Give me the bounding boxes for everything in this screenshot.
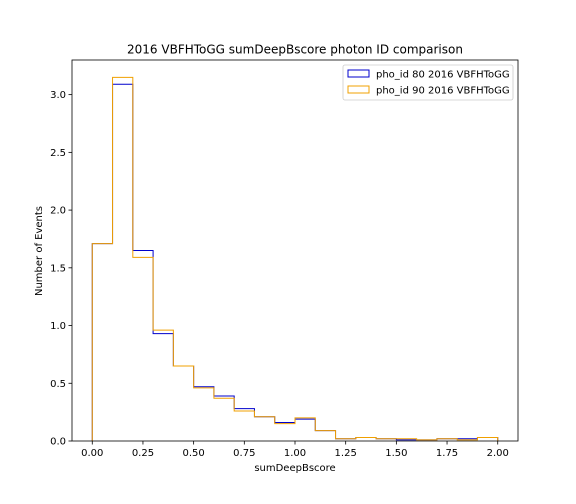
y-tick-label: 2.0 — [50, 206, 66, 217]
y-tick-label: 0.5 — [50, 379, 66, 390]
series-2-step-line — [92, 77, 497, 441]
x-axis-ticks: 0.00 0.25 0.50 0.75 1.00 1.25 1.50 1.75 2.00 — [81, 441, 509, 459]
y-tick-label: 3.0 — [50, 90, 66, 101]
legend: pho_id 80 2016 VBFHToGG pho_id 90 2016 VB… — [343, 65, 513, 100]
x-tick-label: 0.25 — [132, 448, 154, 459]
x-tick-label: 0.00 — [81, 448, 103, 459]
x-tick-label: 2.00 — [487, 448, 509, 459]
y-axis-label: Number of Events — [34, 206, 45, 296]
y-tick-label: 2.5 — [50, 148, 66, 159]
legend-label-1: pho_id 80 2016 VBFHToGG — [376, 70, 510, 81]
y-tick-label: 1.0 — [50, 321, 66, 332]
y-tick-label: 1.5 — [50, 263, 66, 274]
x-tick-label: 1.25 — [335, 448, 357, 459]
x-axis-label: sumDeepBscore — [254, 463, 335, 474]
chart-title: 2016 VBFHToGG sumDeepBscore photon ID co… — [127, 43, 463, 57]
x-tick-label: 1.00 — [284, 448, 306, 459]
y-axis-ticks: 0.0 0.5 1.0 1.5 2.0 2.5 3.0 — [50, 90, 72, 447]
x-tick-label: 1.75 — [436, 448, 458, 459]
x-tick-label: 0.75 — [233, 448, 255, 459]
y-tick-label: 0.0 — [50, 437, 66, 448]
x-tick-label: 1.50 — [385, 448, 407, 459]
plot-area — [72, 60, 518, 441]
x-tick-label: 0.50 — [183, 448, 205, 459]
legend-label-2: pho_id 90 2016 VBFHToGG — [376, 86, 510, 97]
